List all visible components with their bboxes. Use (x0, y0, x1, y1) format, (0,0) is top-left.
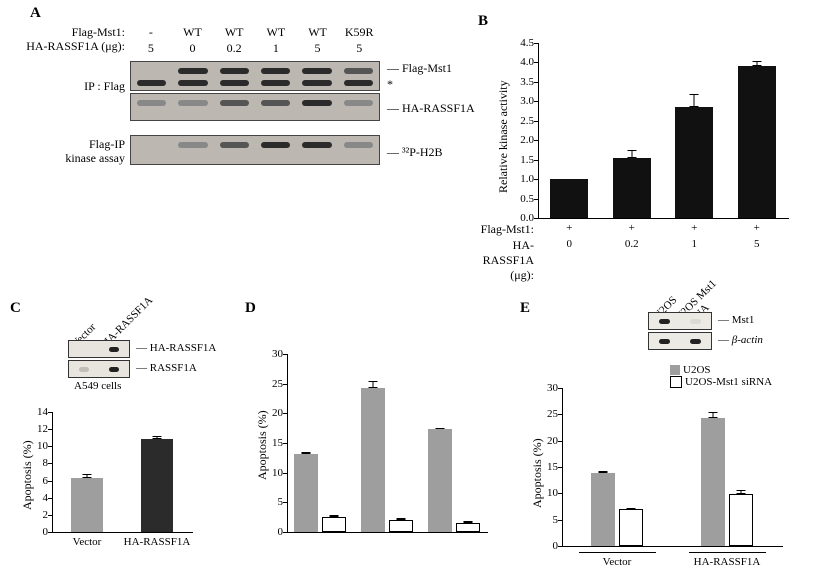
panel-e-legend: U2OS U2OS-Mst1 siRNA (670, 364, 772, 388)
panel-c-blot2-label: — RASSF1A (136, 362, 197, 374)
chart-bar (322, 517, 346, 532)
panel-e: E U2OS U2OS Mst1siRNA — Mst1 — β-actin U… (520, 278, 820, 570)
chart-bar (591, 473, 615, 546)
panel-c-bars (52, 412, 192, 532)
panel-a-kinase-label1: Flag-IP (5, 137, 125, 152)
panel-c: C Vector HA-RASSF1A — HA-RASSF1A — RASSF… (10, 300, 220, 570)
panel-c-blot1-label: — HA-RASSF1A (136, 342, 216, 354)
panel-c-blot-caption: A549 cells (74, 380, 121, 392)
panel-a-lane-header: -WTWTWTWTK59R (130, 25, 380, 40)
panel-b: B Relative kinase activity 0.00.51.01.52… (478, 13, 818, 263)
panel-a-blot-2 (130, 93, 380, 121)
chart-bar (729, 494, 753, 546)
panel-a-row2-left: HA-RASSF1A (μg): (10, 39, 125, 53)
chart-bar (361, 388, 385, 532)
panel-e-blot-2 (648, 332, 712, 350)
panel-b-label: B (478, 13, 488, 30)
panel-b-ylabel: Relative kinase activity (496, 80, 511, 193)
chart-bar (619, 509, 643, 546)
panel-c-blot-2 (68, 360, 130, 378)
panel-b-bars (538, 43, 788, 218)
panel-a-blot-1 (130, 61, 380, 91)
panel-a-side-p32: — ³²P-H2B (387, 145, 443, 160)
chart-bar (294, 454, 318, 532)
panel-e-blot2-label: — β-actin (718, 334, 763, 346)
panel-e-blot-1 (648, 312, 712, 330)
panel-a-blot-3 (130, 135, 380, 165)
panel-d: D Apoptosis (%) 051015202530 (245, 300, 500, 570)
panel-a-ip-label: IP : Flag (5, 79, 125, 94)
panel-e-label: E (520, 300, 530, 317)
chart-bar (71, 478, 103, 532)
panel-a-side-flagmst1: — Flag-Mst1 (387, 61, 452, 76)
panel-a-lane-values: 500.2155 (130, 41, 380, 56)
chart-bar (701, 418, 725, 546)
panel-d-bars (287, 354, 487, 532)
chart-bar (738, 66, 776, 218)
chart-bar (428, 429, 452, 532)
legend-swatch-gray (670, 365, 680, 375)
chart-bar (456, 523, 480, 532)
chart-bar (550, 179, 588, 218)
panel-a-row1-left: Flag-Mst1: (10, 25, 125, 39)
chart-bar (141, 439, 173, 532)
chart-bar (613, 158, 651, 218)
panel-e-blot1-label: — Mst1 (718, 314, 754, 326)
panel-a-side-harassf1a: — HA-RASSF1A (387, 101, 475, 116)
panel-d-label: D (245, 300, 256, 317)
panel-a-row-labels: Flag-Mst1: HA-RASSF1A (μg): (10, 25, 125, 53)
panel-a-kinase-label2: kinase assay (5, 151, 125, 166)
chart-bar (389, 520, 413, 532)
panel-c-label: C (10, 300, 21, 317)
legend-swatch-white (670, 376, 682, 388)
panel-c-blot-1 (68, 340, 130, 358)
panel-a-side-star: * (387, 77, 393, 92)
panel-a-label: A (30, 5, 41, 22)
panel-e-bars (562, 388, 782, 546)
chart-bar (675, 107, 713, 218)
